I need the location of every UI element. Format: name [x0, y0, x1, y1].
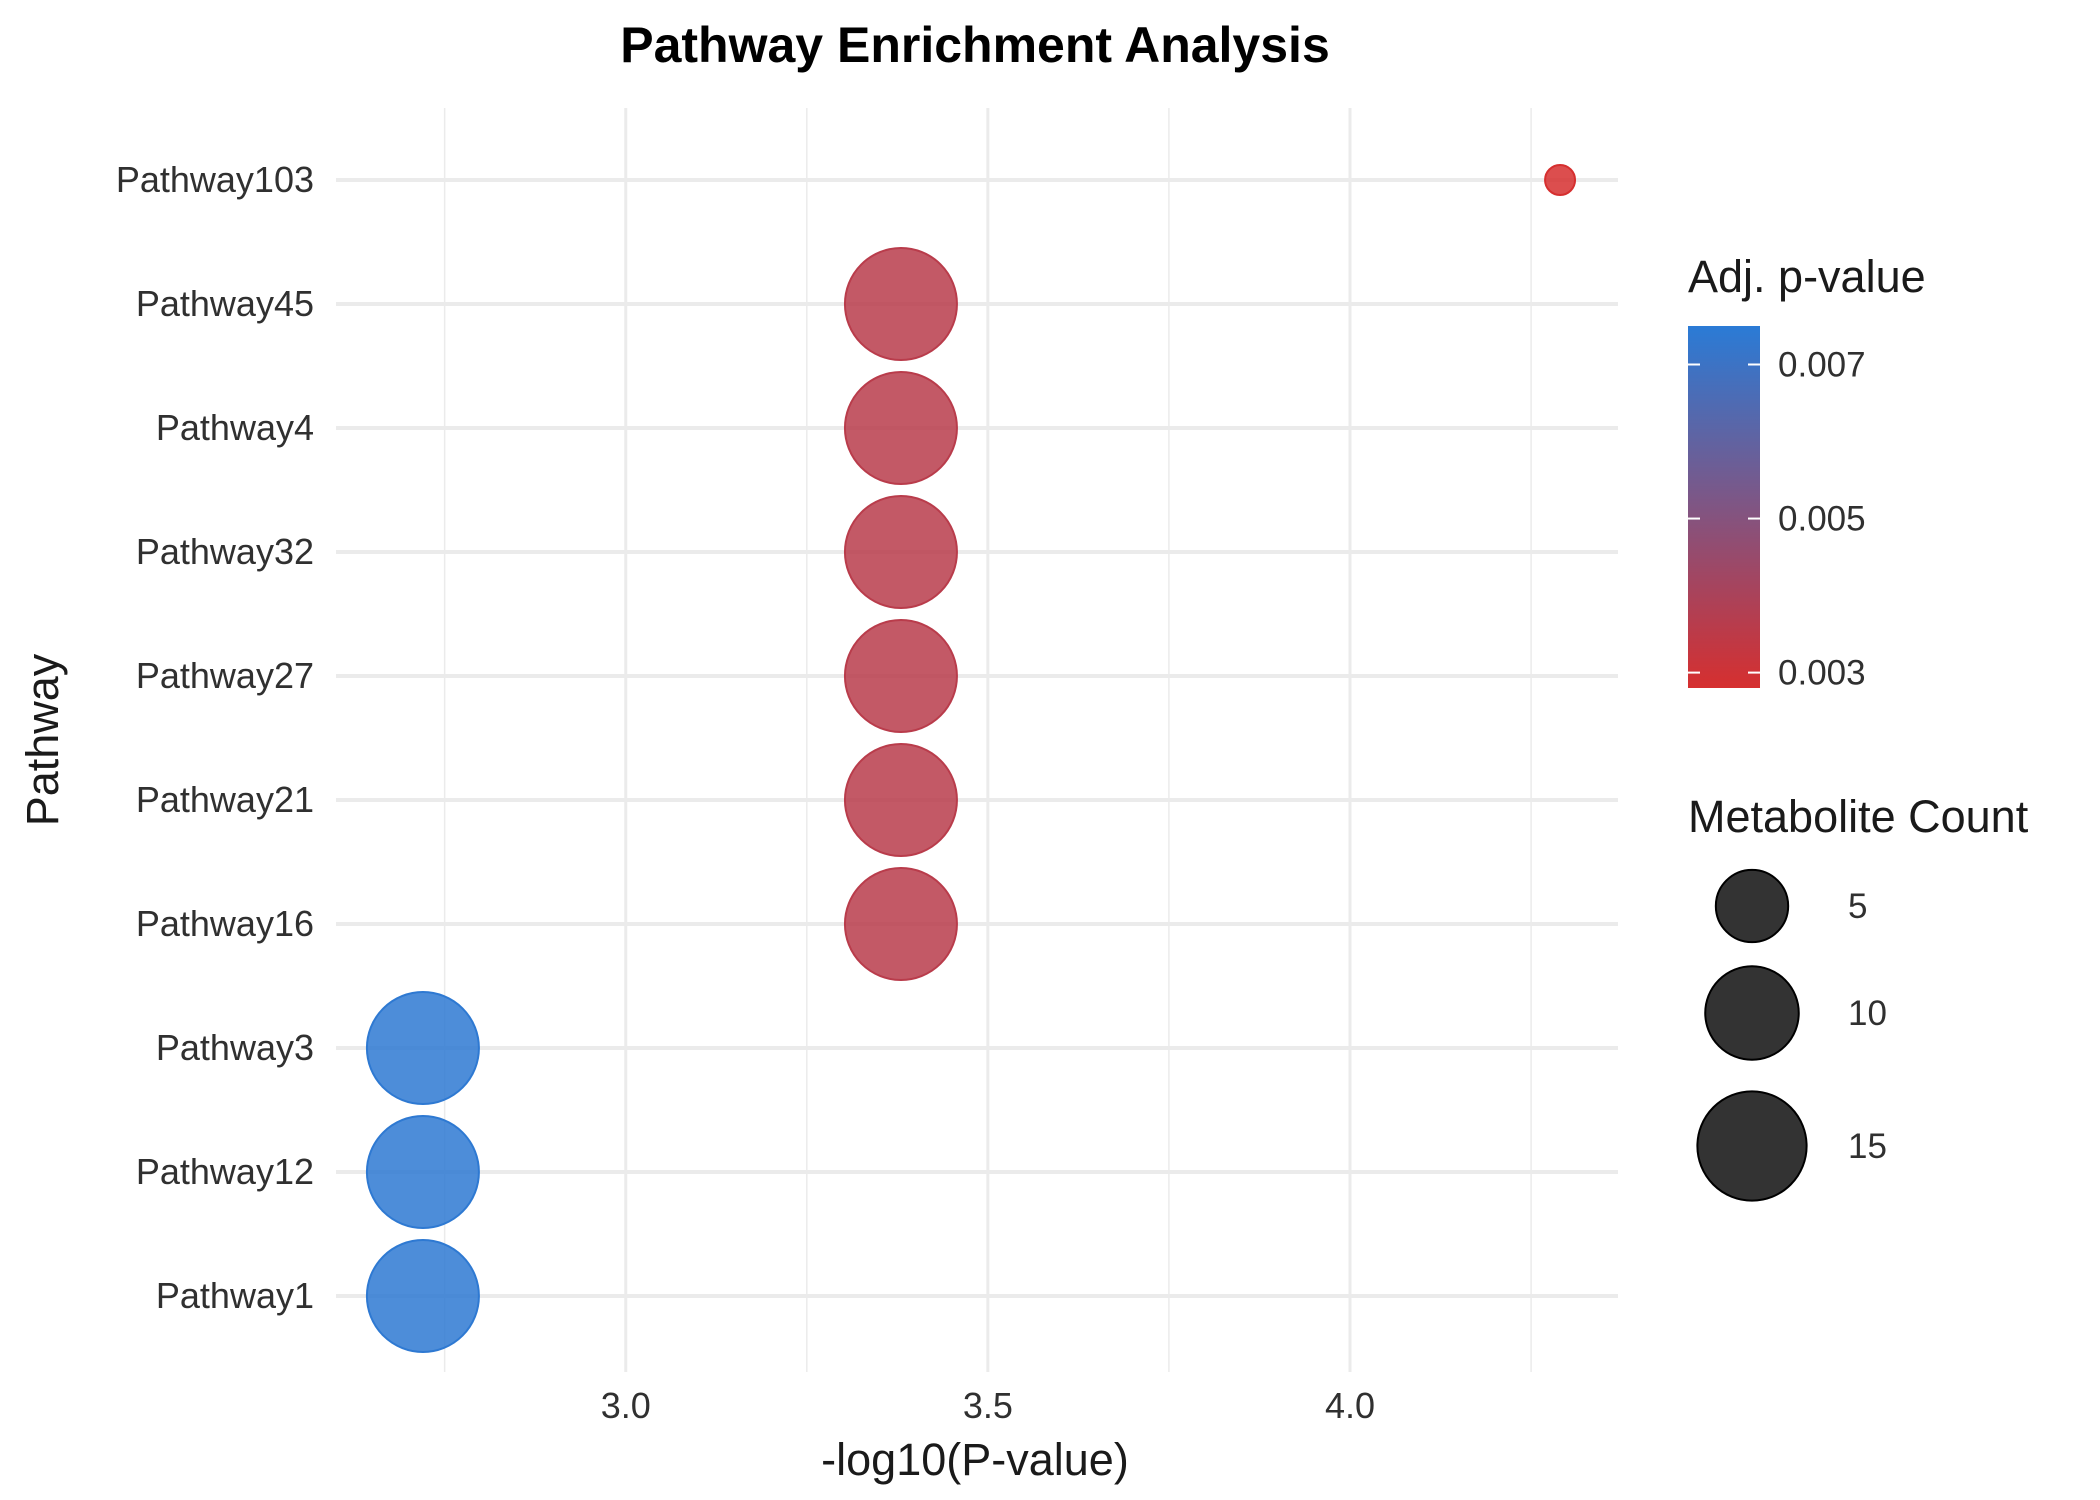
data-points: [365, 164, 1577, 1353]
chart-title: Pathway Enrichment Analysis: [620, 17, 1330, 73]
grid-lines: [336, 108, 1618, 1372]
data-point: [843, 867, 958, 981]
data-point: [1544, 164, 1577, 196]
y-tick-label: Pathway1: [156, 1275, 314, 1316]
y-tick-label: Pathway45: [136, 283, 314, 324]
color-bar-tick-label: 0.005: [1778, 500, 1866, 539]
size-legend-label: 10: [1848, 994, 1887, 1033]
data-point: [843, 743, 958, 857]
x-axis-title: -log10(P-value): [821, 1434, 1129, 1485]
color-bar-ticks: 0.007 0.005 0.003: [1688, 346, 1866, 693]
data-point: [843, 247, 958, 361]
y-axis-tick-labels: Pathway103 Pathway45 Pathway4 Pathway32 Path…: [116, 159, 314, 1316]
y-tick-label: Pathway103: [116, 159, 314, 200]
data-point: [365, 991, 480, 1105]
size-legend: Metabolite Count 5 10 15: [1688, 791, 2029, 1202]
y-tick-label: Pathway32: [136, 531, 314, 572]
y-tick-label: Pathway16: [136, 903, 314, 944]
color-bar-tick-label: 0.007: [1778, 346, 1866, 385]
color-bar-tick-label: 0.003: [1778, 654, 1866, 693]
data-point: [365, 1115, 480, 1229]
y-tick-label: Pathway27: [136, 655, 314, 696]
color-legend-title: Adj. p-value: [1688, 251, 1926, 302]
size-legend-title: Metabolite Count: [1688, 791, 2029, 842]
x-axis-tick-labels: 3.0 3.5 4.0: [601, 1385, 1375, 1426]
color-legend: Adj. p-value 0.007 0.005 0.003: [1688, 251, 1926, 693]
size-legend-key: [1704, 965, 1800, 1061]
y-axis-title: Pathway: [17, 653, 68, 826]
x-tick-label: 3.0: [601, 1385, 651, 1426]
data-point: [843, 495, 958, 609]
x-tick-label: 4.0: [1325, 1385, 1375, 1426]
size-legend-key: [1714, 868, 1790, 944]
y-tick-label: Pathway21: [136, 779, 314, 820]
size-legend-label: 5: [1848, 887, 1867, 926]
y-tick-label: Pathway4: [156, 407, 314, 448]
y-tick-label: Pathway12: [136, 1151, 314, 1192]
y-tick-label: Pathway3: [156, 1027, 314, 1068]
size-legend-label: 15: [1848, 1127, 1887, 1166]
size-legend-key: [1696, 1090, 1808, 1202]
color-bar: [1688, 326, 1760, 688]
data-point: [843, 619, 958, 733]
data-point: [365, 1239, 480, 1353]
x-tick-label: 3.5: [963, 1385, 1013, 1426]
data-point: [843, 371, 958, 485]
